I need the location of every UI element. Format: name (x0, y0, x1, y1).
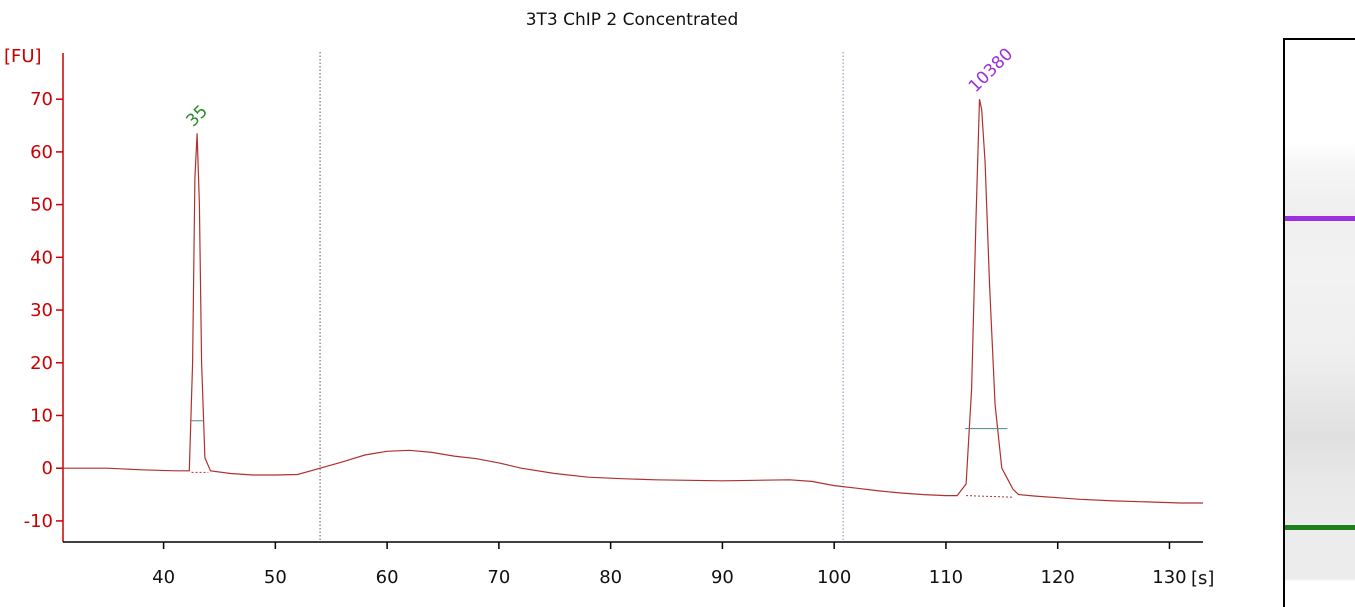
y-tick-label: 40 (30, 247, 53, 268)
y-tick-label: 70 (30, 89, 53, 110)
y-tick-label: -10 (24, 511, 53, 532)
y-tick-label: 60 (30, 142, 53, 163)
y-tick-label: 20 (30, 353, 53, 374)
y-tick-label: 10 (30, 405, 53, 426)
x-tick-label: 50 (264, 567, 287, 588)
peak-baseline (966, 495, 1014, 498)
y-tick-label: 0 (42, 458, 53, 479)
y-axis-unit-label: [FU] (4, 46, 42, 67)
peak-label: 10380 (965, 44, 1017, 96)
x-tick-label: 130 (1152, 567, 1186, 588)
x-tick-label: 100 (817, 567, 851, 588)
gel-band-lower-marker (1285, 524, 1355, 530)
trace-line (63, 99, 1203, 504)
gel-band-upper-marker (1285, 215, 1355, 221)
x-axis-unit-label: [s] (1191, 568, 1214, 589)
x-tick-label: 60 (376, 567, 399, 588)
x-tick-label: 90 (711, 567, 734, 588)
x-tick-label: 80 (599, 567, 622, 588)
x-tick-label: 110 (929, 567, 963, 588)
x-tick-label: 70 (487, 567, 510, 588)
x-tick-label: 40 (152, 567, 175, 588)
peak-label: 35 (183, 102, 212, 131)
chart-title: 3T3 ChIP 2 Concentrated (526, 10, 739, 30)
y-tick-label: 50 (30, 195, 53, 216)
electropherogram-chart: 3T3 ChIP 2 Concentrated [FU] [s] -10 0 10 2… (4, 10, 1214, 589)
gel-lane-image (1283, 38, 1355, 607)
y-tick-label: 30 (30, 300, 53, 321)
x-tick-label: 120 (1041, 567, 1075, 588)
plot-area: -10 0 10 20 30 40 50 60 70 40 50 60 70 80 90 100 110 120 1… (24, 44, 1203, 588)
